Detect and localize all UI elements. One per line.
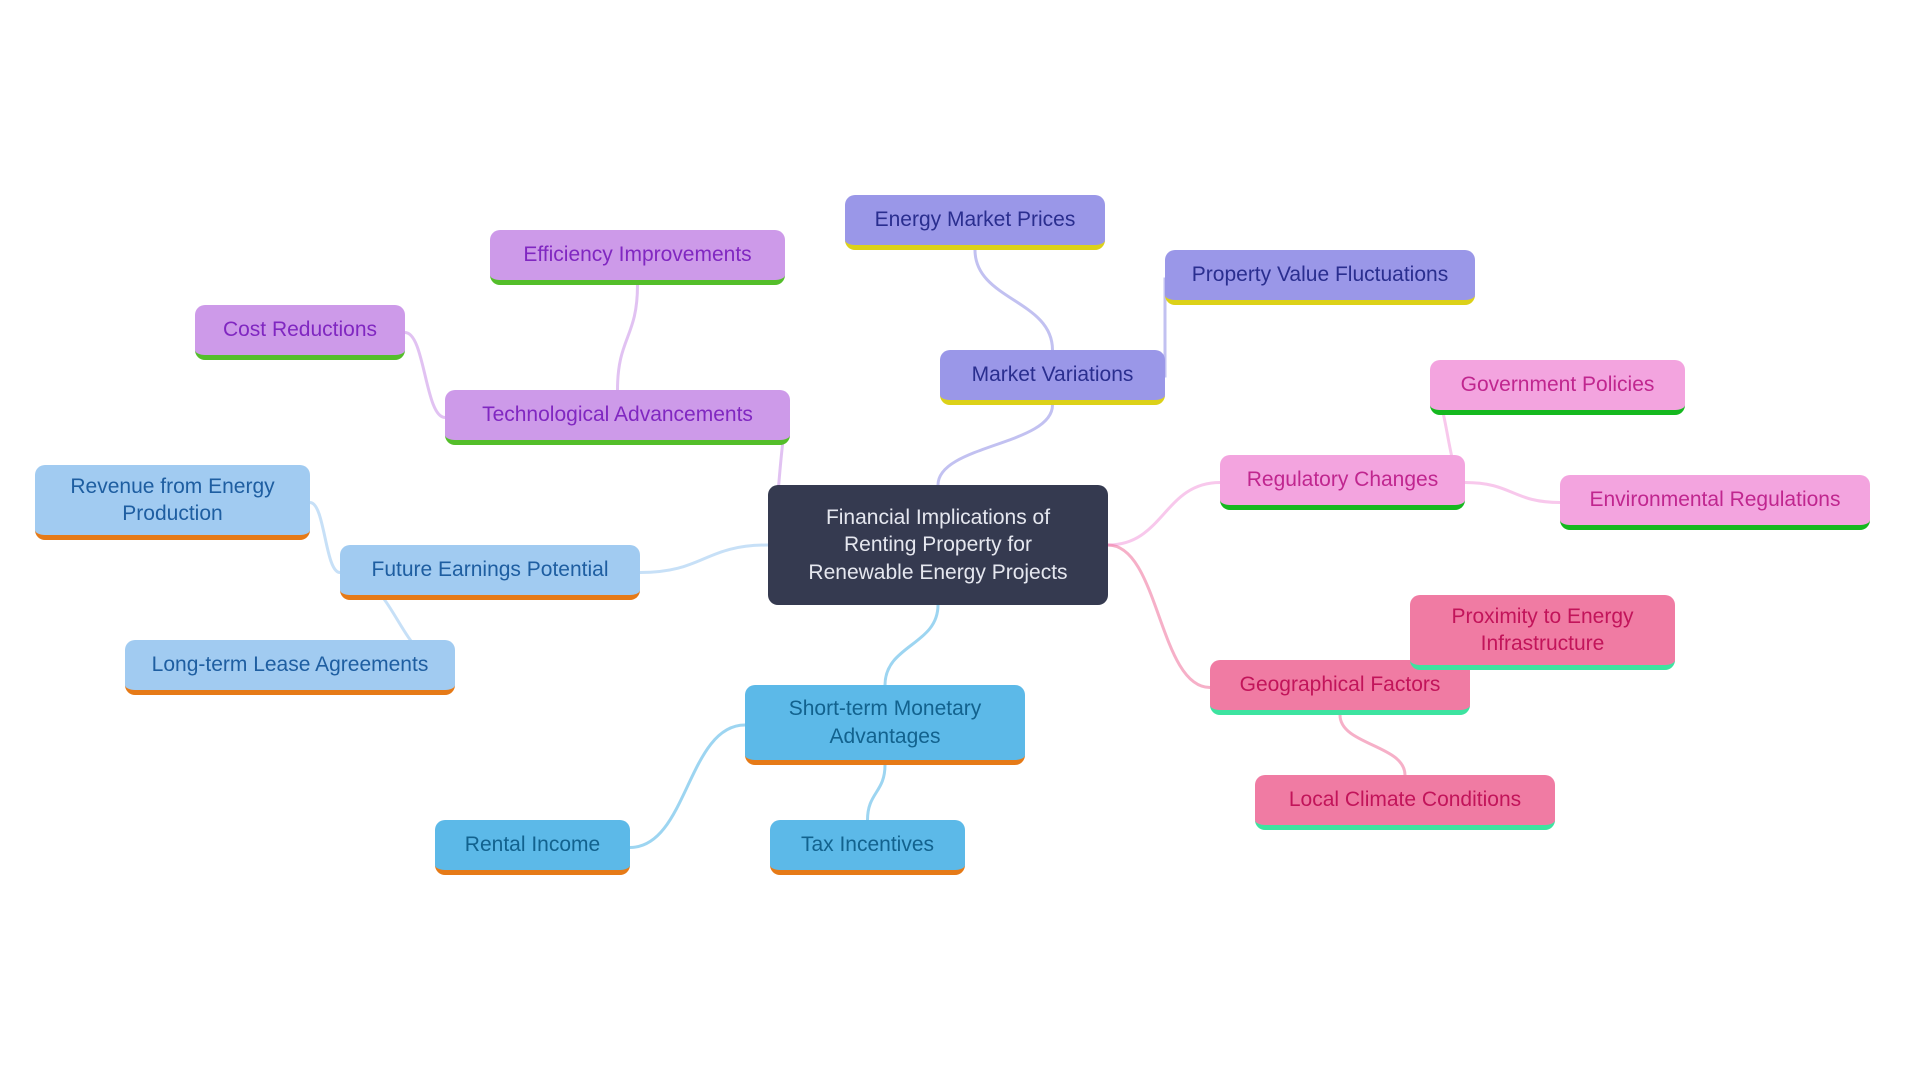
node: Property Value Fluctuations [1165,250,1475,305]
node: Energy Market Prices [845,195,1105,250]
node-label: Geographical Factors [1240,671,1441,698]
node: Long-term Lease Agreements [125,640,455,695]
node: Revenue from EnergyProduction [35,465,310,540]
node-label: Future Earnings Potential [372,556,609,583]
node-label: Proximity to EnergyInfrastructure [1451,603,1633,658]
node: Financial Implications ofRenting Propert… [768,485,1108,605]
node: Proximity to EnergyInfrastructure [1410,595,1675,670]
node-label: Government Policies [1461,371,1655,398]
node-label: Technological Advancements [482,401,753,428]
node-label: Market Variations [972,361,1134,388]
node-label: Environmental Regulations [1590,486,1841,513]
node-label: Tax Incentives [801,831,934,858]
node-label: Revenue from EnergyProduction [70,473,274,528]
node: Regulatory Changes [1220,455,1465,510]
node: Efficiency Improvements [490,230,785,285]
node-label: Long-term Lease Agreements [152,651,429,678]
node: Future Earnings Potential [340,545,640,600]
node: Government Policies [1430,360,1685,415]
node-label: Cost Reductions [223,316,377,343]
node-label: Rental Income [465,831,600,858]
node: Tax Incentives [770,820,965,875]
node-label: Financial Implications ofRenting Propert… [808,504,1067,586]
node: Short-term MonetaryAdvantages [745,685,1025,765]
node-label: Energy Market Prices [875,206,1076,233]
mindmap-diagram: Financial Implications ofRenting Propert… [0,0,1920,1080]
node-label: Regulatory Changes [1247,466,1438,493]
node: Cost Reductions [195,305,405,360]
node-label: Local Climate Conditions [1289,786,1521,813]
node: Rental Income [435,820,630,875]
node: Technological Advancements [445,390,790,445]
node-label: Short-term MonetaryAdvantages [789,695,982,750]
node-label: Property Value Fluctuations [1192,261,1448,288]
node-label: Efficiency Improvements [523,241,751,268]
node: Market Variations [940,350,1165,405]
node: Local Climate Conditions [1255,775,1555,830]
node: Environmental Regulations [1560,475,1870,530]
